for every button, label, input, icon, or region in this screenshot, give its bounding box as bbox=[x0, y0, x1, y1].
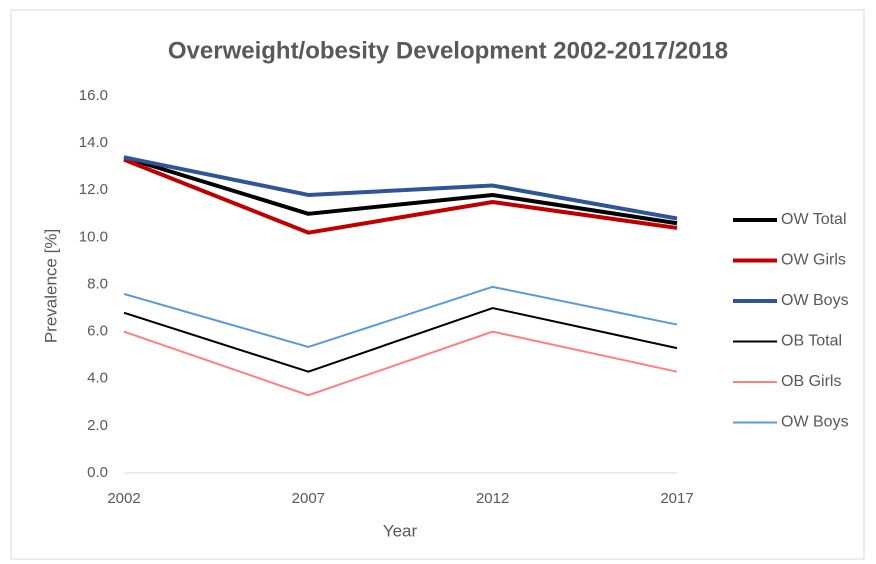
series-line bbox=[123, 155, 678, 226]
series-line bbox=[123, 157, 678, 235]
legend-label: OB Girls bbox=[781, 373, 841, 390]
x-axis-label: Year bbox=[383, 521, 418, 540]
series-line bbox=[123, 155, 678, 221]
series-line bbox=[123, 330, 678, 397]
x-tick-label: 2007 bbox=[292, 490, 325, 507]
legend-label: OW Boys bbox=[781, 414, 849, 431]
y-tick-label: 14.0 bbox=[79, 134, 108, 151]
y-axis-label: Prevalence [%] bbox=[41, 229, 60, 343]
y-tick-label: 16.0 bbox=[79, 87, 108, 104]
chart-border bbox=[10, 9, 865, 560]
y-tick-label: 0.0 bbox=[87, 464, 108, 481]
y-tick-label: 10.0 bbox=[79, 228, 108, 245]
y-tick-label: 2.0 bbox=[87, 417, 108, 434]
series-line bbox=[123, 285, 678, 348]
legend-label: OW Total bbox=[781, 211, 847, 228]
y-tick-label: 6.0 bbox=[87, 323, 108, 340]
y-tick-label: 12.0 bbox=[79, 181, 108, 198]
legend-label: OW Girls bbox=[781, 252, 846, 269]
x-tick-label: 2002 bbox=[107, 490, 140, 507]
x-tick-label: 2017 bbox=[660, 490, 693, 507]
y-tick-label: 8.0 bbox=[87, 275, 108, 292]
series-line bbox=[123, 307, 678, 373]
y-tick-label: 4.0 bbox=[87, 370, 108, 387]
legend-label: OW Boys bbox=[781, 292, 849, 309]
chart-title: Overweight/obesity Development 2002-2017… bbox=[168, 37, 728, 64]
legend-label: OB Total bbox=[781, 333, 842, 350]
x-tick-label: 2012 bbox=[476, 490, 509, 507]
